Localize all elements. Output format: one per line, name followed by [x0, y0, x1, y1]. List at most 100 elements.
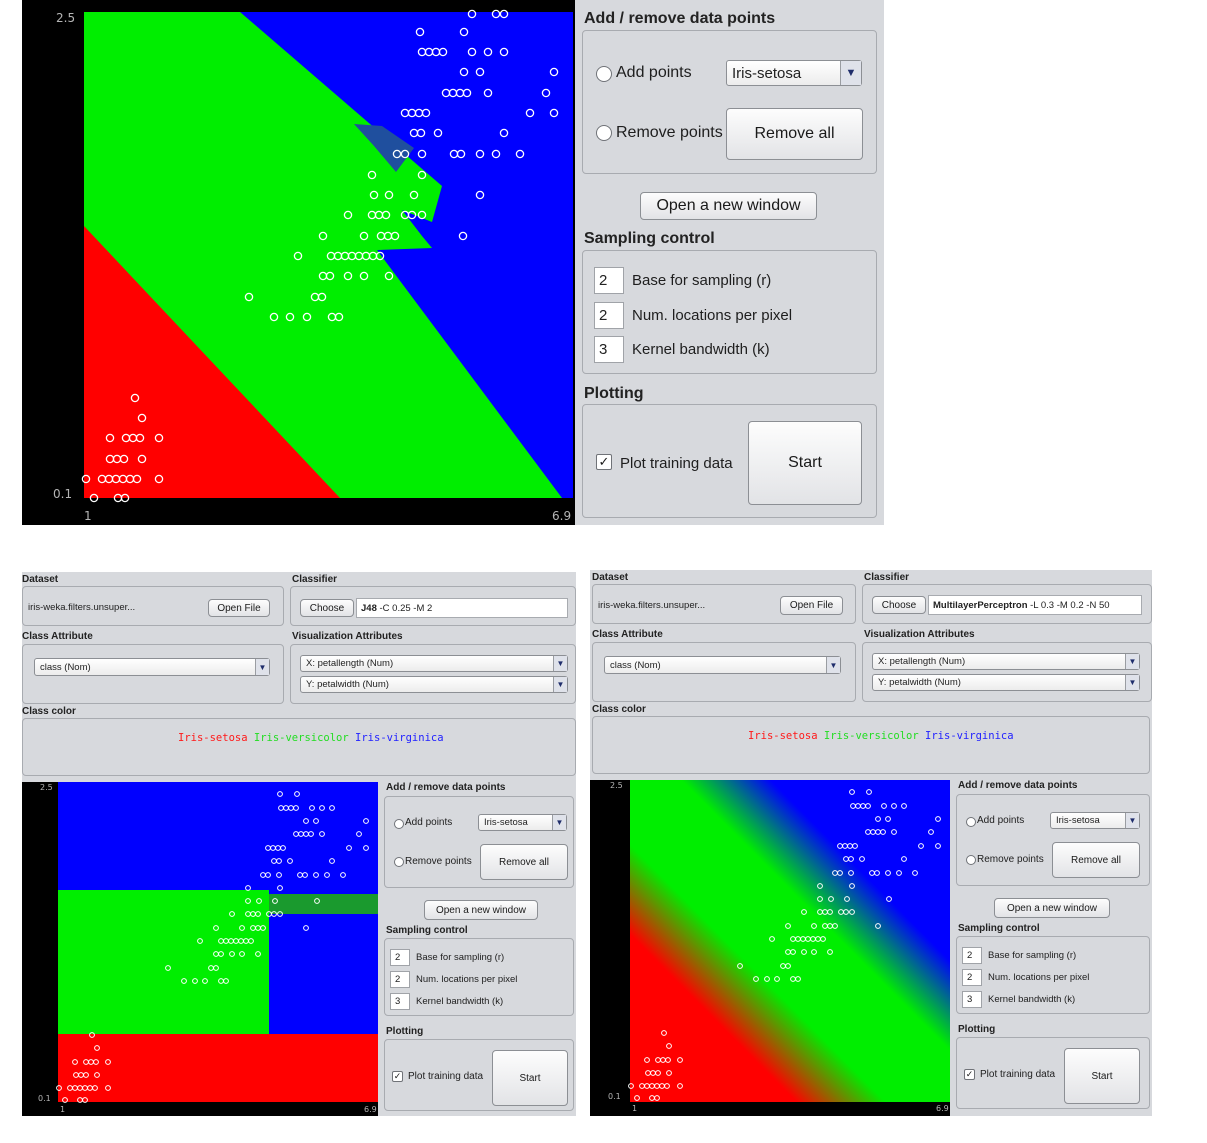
class-select[interactable]: Iris-setosa ▼	[726, 60, 862, 86]
locations-input[interactable]: 2	[962, 969, 982, 986]
class-select[interactable]: Iris-setosa ▼	[478, 814, 567, 831]
bandwidth-input[interactable]: 3	[390, 993, 410, 1010]
class-color-legend: Iris-setosa Iris-versicolor Iris-virgini…	[748, 730, 1014, 742]
start-button[interactable]: Start	[492, 1050, 568, 1106]
add-remove-group	[384, 796, 574, 888]
base-sampling-label: Base for sampling (r)	[416, 952, 505, 963]
classifier-field[interactable]: MultilayerPerceptron -L 0.3 -M 0.2 -N 50	[928, 595, 1142, 615]
plot-training-checkbox[interactable]: ✓	[964, 1069, 975, 1080]
add-remove-title: Add / remove data points	[584, 10, 776, 27]
y-max-tick: 2.5	[40, 783, 53, 792]
y-max-tick: 2.5	[610, 781, 623, 790]
locations-input[interactable]: 2	[594, 302, 624, 329]
remove-points-radio[interactable]	[966, 855, 976, 865]
choose-classifier-button[interactable]: Choose	[300, 599, 354, 617]
chevron-down-icon: ▼	[553, 656, 567, 671]
class-attribute-title: Class Attribute	[22, 631, 93, 642]
legend-virginica: Iris-virginica	[925, 730, 1014, 742]
class-color-group	[22, 718, 576, 776]
left-decision-boundary-plot	[56, 782, 378, 1103]
remove-points-radio[interactable]	[596, 125, 612, 141]
x-min-tick: 1	[60, 1105, 66, 1114]
base-sampling-label: Base for sampling (r)	[632, 272, 772, 289]
locations-label: Num. locations per pixel	[632, 307, 793, 324]
x-max-tick: 6.9	[936, 1104, 949, 1113]
legend-setosa: Iris-setosa	[748, 730, 818, 742]
plotting-title: Plotting	[584, 385, 644, 402]
add-points-label: Add points	[616, 64, 692, 81]
class-select-value: Iris-setosa	[484, 817, 528, 828]
remove-all-button[interactable]: Remove all	[480, 844, 568, 880]
class-attribute-select[interactable]: class (Nom) ▼	[34, 658, 270, 676]
right-plot-area[interactable]: 2.5 0.1 1 6.9	[590, 780, 950, 1116]
class-attribute-value: class (Nom)	[40, 661, 91, 673]
legend-versicolor: Iris-versicolor	[253, 732, 349, 744]
classifier-options: -C 0.25 -M 2	[379, 602, 433, 614]
x-attribute-select[interactable]: X: petallength (Num) ▼	[872, 653, 1140, 670]
open-new-window-button[interactable]: Open a new window	[640, 192, 817, 220]
check-icon: ✓	[393, 1071, 402, 1081]
add-remove-title: Add / remove data points	[958, 780, 1078, 791]
remove-all-button[interactable]: Remove all	[726, 108, 863, 160]
base-sampling-input[interactable]: 2	[594, 267, 624, 294]
right-decision-boundary-plot	[628, 780, 950, 1102]
top-plot-area[interactable]: 2.5 0.1 1 6.9	[22, 0, 575, 525]
class-select[interactable]: Iris-setosa ▼	[1050, 812, 1140, 829]
bandwidth-input[interactable]: 3	[962, 991, 982, 1008]
chevron-down-icon: ▼	[553, 677, 567, 692]
top-control-panel: Add / remove data points Add points Iris…	[578, 0, 884, 525]
chevron-down-icon: ▼	[1125, 813, 1139, 828]
choose-classifier-button[interactable]: Choose	[872, 596, 926, 614]
top-decision-boundary-plot	[81, 9, 573, 503]
y-attribute-select[interactable]: Y: petalwidth (Num) ▼	[872, 674, 1140, 691]
open-new-window-button[interactable]: Open a new window	[424, 900, 538, 920]
add-points-radio[interactable]	[966, 817, 976, 827]
locations-input[interactable]: 2	[390, 971, 410, 988]
locations-label: Num. locations per pixel	[988, 972, 1090, 983]
y-min-tick: 0.1	[38, 1094, 51, 1103]
x-attribute-value: X: petallength (Num)	[306, 658, 394, 669]
base-sampling-input[interactable]: 2	[962, 947, 982, 964]
plot-training-checkbox[interactable]: ✓	[392, 1071, 403, 1082]
x-max-tick: 6.9	[364, 1105, 377, 1114]
chevron-down-icon: ▼	[840, 61, 861, 85]
start-button[interactable]: Start	[748, 421, 862, 505]
y-min-tick: 0.1	[608, 1092, 621, 1101]
start-button[interactable]: Start	[1064, 1048, 1140, 1104]
classifier-name: J48	[361, 602, 377, 614]
left-plot-area[interactable]: 2.5 0.1 1 6.9	[22, 782, 378, 1116]
y-max-tick: 2.5	[56, 11, 76, 25]
open-file-button[interactable]: Open File	[208, 599, 270, 617]
classifier-field[interactable]: J48 -C 0.25 -M 2	[356, 598, 568, 618]
y-attribute-select[interactable]: Y: petalwidth (Num) ▼	[300, 676, 568, 693]
class-color-group	[592, 716, 1150, 774]
remove-points-label: Remove points	[405, 856, 472, 867]
add-points-label: Add points	[405, 817, 453, 828]
left-visualizer: Dataset iris-weka.filters.unsuper... Ope…	[22, 572, 576, 1116]
y-attribute-value: Y: petalwidth (Num)	[306, 679, 389, 690]
open-new-window-button[interactable]: Open a new window	[994, 898, 1110, 918]
check-icon: ✓	[965, 1069, 974, 1079]
bandwidth-input[interactable]: 3	[594, 336, 624, 363]
plot-training-label: Plot training data	[980, 1069, 1056, 1080]
base-sampling-input[interactable]: 2	[390, 949, 410, 966]
right-visualizer: Dataset iris-weka.filters.unsuper... Ope…	[590, 570, 1152, 1116]
remove-points-radio[interactable]	[394, 857, 404, 867]
plot-training-checkbox[interactable]: ✓	[596, 454, 612, 470]
dataset-value: iris-weka.filters.unsuper...	[598, 600, 706, 611]
add-remove-title: Add / remove data points	[386, 782, 506, 793]
dataset-value: iris-weka.filters.unsuper...	[28, 602, 136, 613]
chevron-down-icon: ▼	[826, 657, 840, 673]
class-attribute-select[interactable]: class (Nom) ▼	[604, 656, 841, 674]
locations-label: Num. locations per pixel	[416, 974, 518, 985]
bandwidth-label: Kernel bandwidth (k)	[416, 996, 504, 1007]
class-color-legend: Iris-setosa Iris-versicolor Iris-virgini…	[178, 732, 444, 744]
remove-all-button[interactable]: Remove all	[1052, 842, 1140, 878]
open-file-button[interactable]: Open File	[780, 596, 843, 615]
add-points-radio[interactable]	[394, 819, 404, 829]
x-attribute-select[interactable]: X: petallength (Num) ▼	[300, 655, 568, 672]
add-points-radio[interactable]	[596, 66, 612, 82]
chevron-down-icon: ▼	[552, 815, 566, 830]
classifier-options: -L 0.3 -M 0.2 -N 50	[1030, 599, 1110, 611]
plotting-title: Plotting	[386, 1026, 424, 1037]
